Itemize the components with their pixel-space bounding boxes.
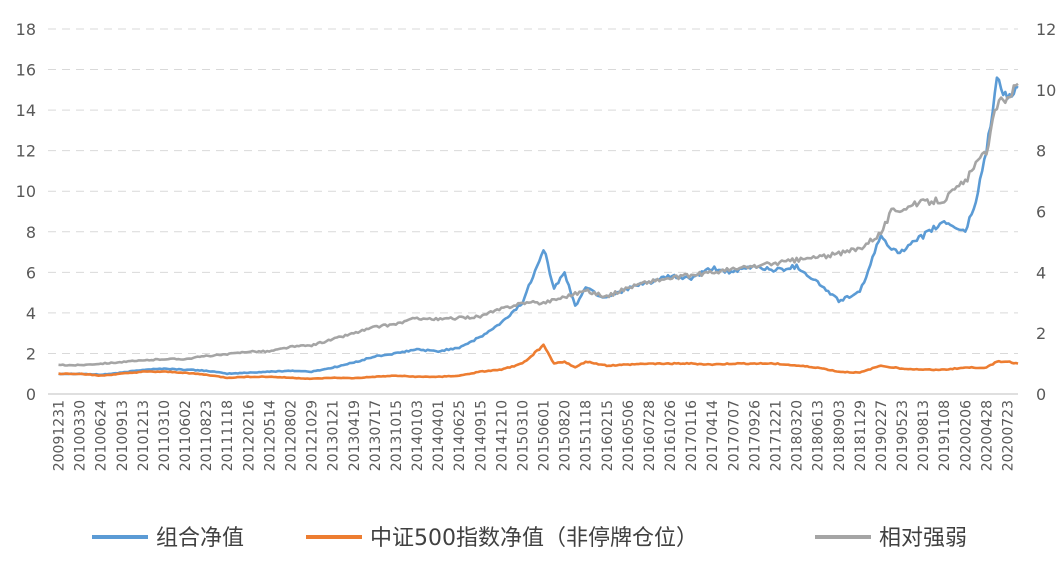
x-tick-label: 20181129	[853, 400, 869, 471]
x-tick-label: 20110602	[178, 400, 194, 471]
y-right-tick-label: 0	[1036, 385, 1046, 404]
x-tick-label: 20130419	[347, 400, 363, 471]
x-tick-label: 20160506	[621, 400, 637, 471]
x-tick-label: 20130121	[326, 400, 342, 471]
y-left-tick-label: 8	[26, 223, 36, 242]
x-tick-label: 20130717	[368, 400, 384, 471]
x-tick-label: 20110823	[199, 400, 215, 471]
y-right-tick-label: 12	[1036, 20, 1056, 39]
y-left-tick-label: 16	[16, 61, 36, 80]
x-tick-label: 20111118	[220, 400, 236, 471]
x-tick-label: 20140915	[473, 400, 489, 471]
series-line-1	[58, 76, 1019, 377]
y-left-tick-label: 18	[16, 20, 36, 39]
y-left-tick-label: 10	[16, 182, 36, 201]
x-tick-label: 20100330	[73, 400, 89, 471]
legend-label-2: 中证500指数净值（非停牌仓位）	[370, 526, 698, 551]
y-left-tick-label: 4	[26, 304, 36, 323]
legend-label-1: 组合净值	[156, 526, 244, 551]
x-tick-label: 20171221	[769, 400, 785, 471]
x-tick-label: 20121029	[305, 400, 321, 471]
x-tick-label: 20190523	[895, 400, 911, 471]
x-tick-label: 20120514	[262, 400, 278, 471]
x-tick-label: 20120802	[284, 400, 300, 471]
x-tick-label: 20120216	[241, 400, 257, 471]
x-tick-label: 20101213	[136, 400, 152, 471]
legend-label-3: 相对强弱	[879, 526, 967, 551]
x-tick-label: 20160728	[642, 400, 658, 471]
y-right-tick-label: 8	[1036, 142, 1046, 161]
x-tick-label: 20150820	[558, 400, 574, 471]
x-tick-label: 20170414	[705, 400, 721, 471]
x-tick-label: 20170707	[726, 400, 742, 471]
series-line-2	[58, 343, 1019, 381]
x-tick-label: 20170926	[747, 400, 763, 471]
x-tick-label: 20170116	[684, 400, 700, 471]
y-right-tick-label: 6	[1036, 203, 1046, 222]
x-tick-label: 20151118	[579, 400, 595, 471]
y-left-tick-label: 0	[26, 385, 36, 404]
x-tick-label: 20190227	[874, 400, 890, 471]
series-lines	[58, 76, 1019, 381]
x-tick-label: 20140401	[431, 400, 447, 471]
x-tick-label: 20160215	[600, 400, 616, 471]
y-axis-right: 0 2 4 6 8 10 12	[1036, 20, 1056, 404]
y-left-tick-label: 12	[16, 142, 36, 161]
x-tick-label: 20091231	[52, 400, 68, 471]
x-tick-label: 20180903	[832, 400, 848, 471]
y-right-tick-label: 2	[1036, 324, 1046, 343]
x-tick-label: 20161026	[663, 400, 679, 471]
y-left-tick-label: 2	[26, 344, 36, 363]
x-tick-label: 20100624	[94, 400, 110, 471]
x-tick-label: 20180320	[790, 400, 806, 471]
x-tick-label: 20140103	[410, 400, 426, 471]
y-left-tick-label: 6	[26, 263, 36, 282]
x-tick-label: 20150310	[515, 400, 531, 471]
y-axis-left: 0 2 4 6 8 10 12 14 16 18	[16, 20, 36, 404]
x-tick-label: 20191108	[937, 400, 953, 471]
x-tick-label: 20131015	[389, 400, 405, 471]
y-right-tick-label: 10	[1036, 81, 1056, 100]
legend: 组合净值 中证500指数净值（非停牌仓位） 相对强弱	[92, 526, 967, 551]
x-tick-label: 20141210	[494, 400, 510, 471]
x-tick-label: 20100913	[115, 400, 131, 471]
x-tick-label: 20200723	[1000, 400, 1016, 471]
y-right-tick-label: 4	[1036, 263, 1046, 282]
series-line-3	[58, 82, 1019, 367]
x-tick-label: 20150601	[537, 400, 553, 471]
x-tick-label: 20110310	[157, 400, 173, 471]
x-tick-label: 20180613	[811, 400, 827, 471]
y-left-tick-label: 14	[16, 101, 36, 120]
x-tick-label: 20200428	[979, 400, 995, 471]
x-axis: 20091231 20100330 20100624 20100913 20101213…	[52, 400, 1017, 471]
x-tick-label: 20190813	[916, 400, 932, 471]
x-tick-label: 20200206	[958, 400, 974, 471]
gridlines	[48, 28, 1018, 354]
x-tick-label: 20140625	[452, 400, 468, 471]
